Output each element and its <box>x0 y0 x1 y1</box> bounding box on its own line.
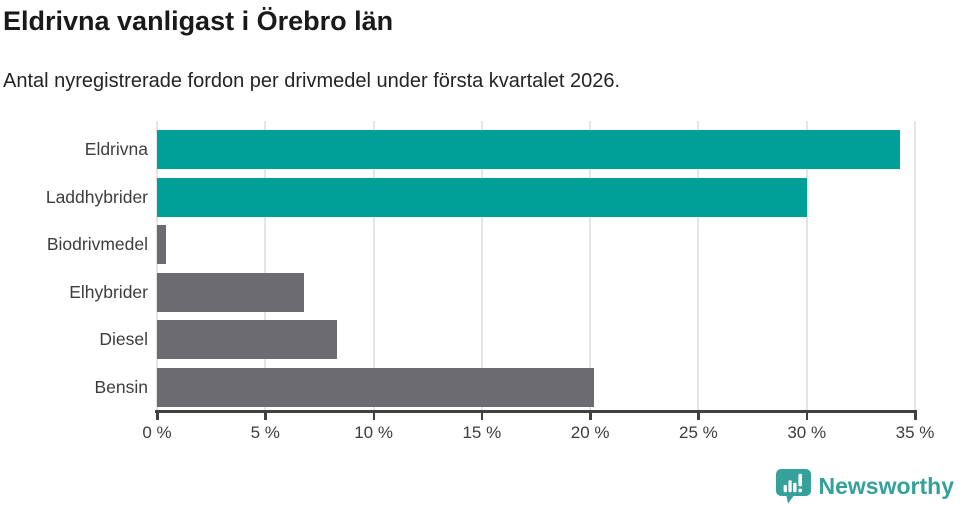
gridline <box>805 121 808 411</box>
chart-subtitle: Antal nyregistrerade fordon per drivmede… <box>3 70 621 92</box>
bar-chart: Eldrivna Laddhybrider Biodrivmedel Elhybrid… <box>45 121 935 442</box>
axis-tick-label: 15 % <box>462 423 502 442</box>
page-title: Eldrivna vanligast i Örebro län <box>3 6 394 36</box>
bar-laddhybrider <box>157 177 807 217</box>
bar-diesel <box>157 320 337 360</box>
axis-tick-label: 20 % <box>570 423 610 442</box>
gridline <box>697 121 700 411</box>
axis-tick <box>914 410 917 420</box>
newsworthy-icon <box>775 469 811 504</box>
bar-eldrivna <box>157 130 900 170</box>
axis-tick <box>264 410 267 420</box>
gridline <box>372 121 375 411</box>
gridline <box>156 121 158 411</box>
gridline <box>480 121 483 411</box>
gridline <box>914 121 916 411</box>
category-label: Bensin <box>94 376 148 397</box>
newsworthy-wordmark: Newsworthy <box>818 472 954 499</box>
axis-tick-label: 0 % <box>142 423 172 442</box>
category-label: Diesel <box>99 329 148 350</box>
category-label: Biodrivmedel <box>46 234 148 255</box>
gridline <box>589 121 592 411</box>
bar-elhybrider <box>157 272 305 312</box>
axis-tick <box>589 410 592 420</box>
newsworthy-logo: Newsworthy <box>775 468 954 504</box>
axis-tick <box>372 410 376 420</box>
axis-tick-label: 30 % <box>787 423 827 442</box>
axis-tick-label: 10 % <box>354 423 393 442</box>
bar-bensin <box>157 367 595 407</box>
axis-tick <box>697 410 700 420</box>
axis-tick-label: 35 % <box>895 423 935 442</box>
category-label: Eldrivna <box>84 139 148 160</box>
category-label: Elhybrider <box>69 281 148 302</box>
gridline <box>264 121 267 411</box>
x-axis-line <box>155 410 917 413</box>
axis-tick <box>805 410 809 420</box>
axis-tick <box>156 410 159 420</box>
bar-biodrivmedel <box>157 225 166 265</box>
category-label: Laddhybrider <box>45 186 148 207</box>
axis-tick <box>480 410 484 420</box>
axis-tick-label: 25 % <box>679 423 718 442</box>
axis-tick-label: 5 % <box>250 423 280 442</box>
